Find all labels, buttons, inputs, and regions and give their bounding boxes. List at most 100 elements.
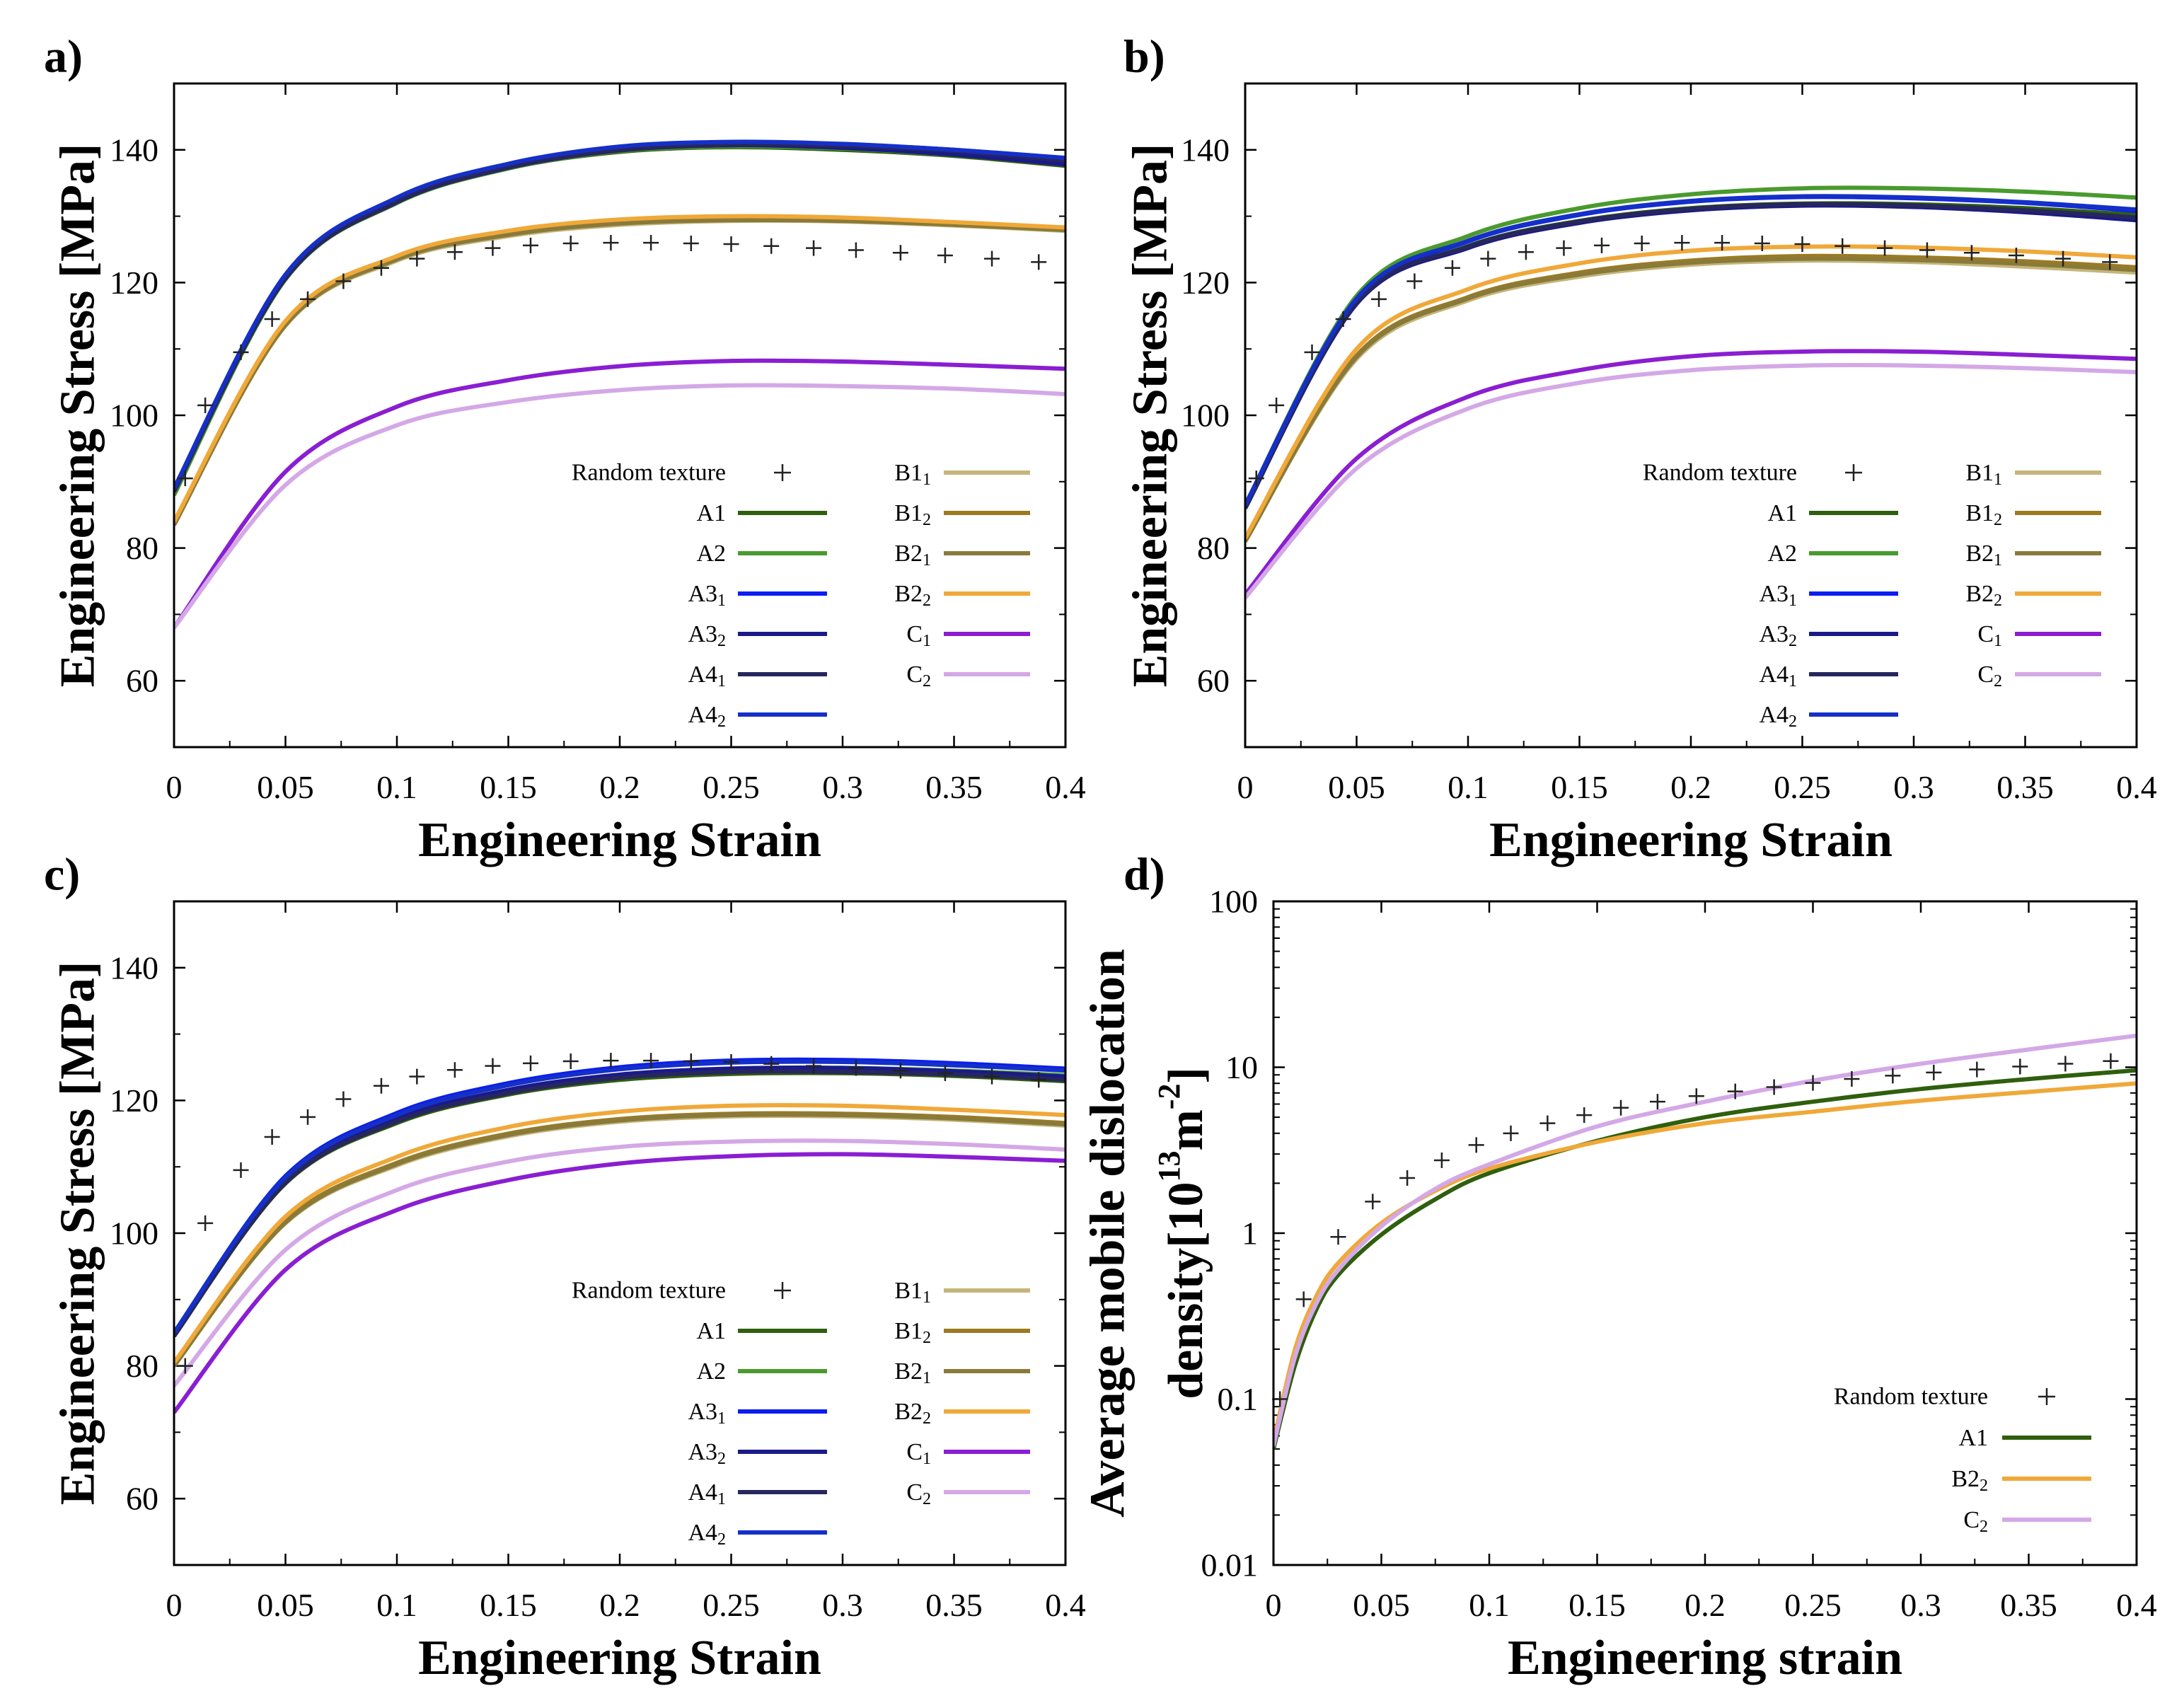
x-tick-label: 0.15 [480,1587,537,1623]
legend-item: B11 [894,460,1030,489]
y-tick-label: 140 [110,949,158,986]
legend-item: B12 [1965,500,2101,530]
legend-label-base: A3 [688,1399,717,1425]
random-texture-point [562,1053,579,1070]
random-texture-point [300,291,316,307]
random-texture-point [1365,1194,1381,1210]
legend-label-sub: 2 [1789,632,1797,650]
legend-item: B21 [1965,541,2101,570]
x-tick-label: 0.15 [1551,769,1608,805]
legend-label: A41 [688,1479,726,1509]
legend-item: A42 [1759,702,1898,731]
legend-label-sub: 1 [717,1490,726,1508]
legend-label-base: B1 [894,500,923,526]
y-title-part: ] [1159,1067,1213,1083]
y-tick-label: 120 [1181,265,1230,301]
x-tick-label: 0.25 [703,1587,760,1623]
random-texture-point [848,1060,864,1076]
series-line-b1-1 [174,1114,1065,1368]
y-tick-label: 120 [110,1082,158,1119]
legend-label-sub: 1 [1994,632,2002,650]
legend-label-base: A2 [1767,541,1797,567]
x-tick-label: 0.35 [925,769,983,805]
x-tick-label: 0.35 [2000,1587,2057,1623]
legend-label-base: A1 [1958,1425,1988,1451]
random-texture-point [763,238,780,254]
random-texture-point [1248,470,1264,487]
random-texture-point [1330,1229,1346,1245]
series-line-a4-1 [1245,202,2137,509]
random-texture-point [2103,1053,2119,1069]
legend-label-base: B2 [894,1358,923,1385]
legend-label-sub: 1 [923,1450,931,1468]
x-tick-label: 0.1 [1448,769,1489,805]
series-line-b2-2 [174,1103,1065,1364]
legend-item: B11 [894,1278,1030,1307]
legend-label-base: B2 [1951,1466,1980,1492]
random-texture-point [2102,254,2118,270]
legend-item: A31 [688,581,827,611]
x-tick-label: 0.25 [1774,769,1831,805]
random-texture-point [603,1053,619,1069]
legend-label-sub: 2 [1994,591,2002,610]
legend-label-base: B2 [1965,581,1994,607]
legend-label-base: A3 [688,621,717,647]
legend-label-sub: 2 [1994,672,2002,691]
x-tick-label: 0.15 [480,769,537,805]
legend-label: C2 [906,1479,931,1509]
random-texture-point [373,260,389,276]
legend-label: A31 [688,581,726,611]
random-texture-point [1613,1099,1629,1116]
random-texture-point [1844,1071,1860,1087]
legend-label: B12 [1965,500,2002,530]
random-texture-point [335,1091,352,1107]
legend-label-base: C [1977,662,1994,688]
y-title-part: density[10 [1159,1182,1213,1399]
random-texture-point [1926,1064,1942,1080]
random-texture-point [1714,235,1731,251]
random-texture-point [1503,1125,1519,1141]
y-tick-label: 10 [1225,1049,1258,1085]
legend-label-base: A1 [696,1318,726,1344]
x-tick-label: 0 [166,769,183,805]
series-line-b1-2 [174,1111,1065,1368]
legend-label-sub: 2 [923,511,931,529]
random-texture-point [1031,254,1047,270]
legend-label: B12 [894,1318,931,1348]
y-tick-label: 60 [126,1481,158,1517]
x-tick-label: 0.4 [2116,769,2157,805]
legend-marker-plus [2038,1388,2055,1405]
random-texture-point [1539,1115,1556,1131]
legend-item: C2 [906,662,1030,691]
series-line-a4-2 [174,1059,1065,1334]
legend-item: A42 [688,702,827,731]
legend-label-sub: 2 [717,1450,726,1468]
random-texture-point [1754,236,1770,252]
legend-item: A41 [1759,662,1898,691]
legend-label-sub: 1 [923,551,931,570]
series-line-c-1 [174,1152,1065,1414]
y-tick-label: 140 [110,132,158,168]
random-texture-point [1805,1075,1821,1091]
x-tick-label: 0.2 [1670,769,1711,805]
random-texture-point [2008,247,2024,263]
random-texture-point [1576,1107,1593,1124]
random-texture-point [806,240,822,256]
random-texture-point [177,470,193,487]
legend-item: C2 [1977,662,2101,691]
legend-label: C2 [906,662,931,691]
legend-label: B22 [894,581,931,611]
panel-label: c) [44,849,80,901]
legend-item: A31 [1759,581,1898,610]
random-texture-point [562,236,579,252]
random-texture-point [446,244,463,260]
legend-label-base: A3 [1759,621,1789,647]
random-texture-point [984,250,1000,267]
random-texture-point [233,344,249,360]
random-texture-point [197,1215,214,1231]
legend: Random textureA1A2A31A32A41A42B11B12B21B… [572,460,1030,731]
legend-label-base: C [1977,621,1994,647]
series-line-a4-1 [174,1069,1065,1338]
random-texture-point [523,1055,538,1071]
random-texture-point [1031,1072,1047,1088]
